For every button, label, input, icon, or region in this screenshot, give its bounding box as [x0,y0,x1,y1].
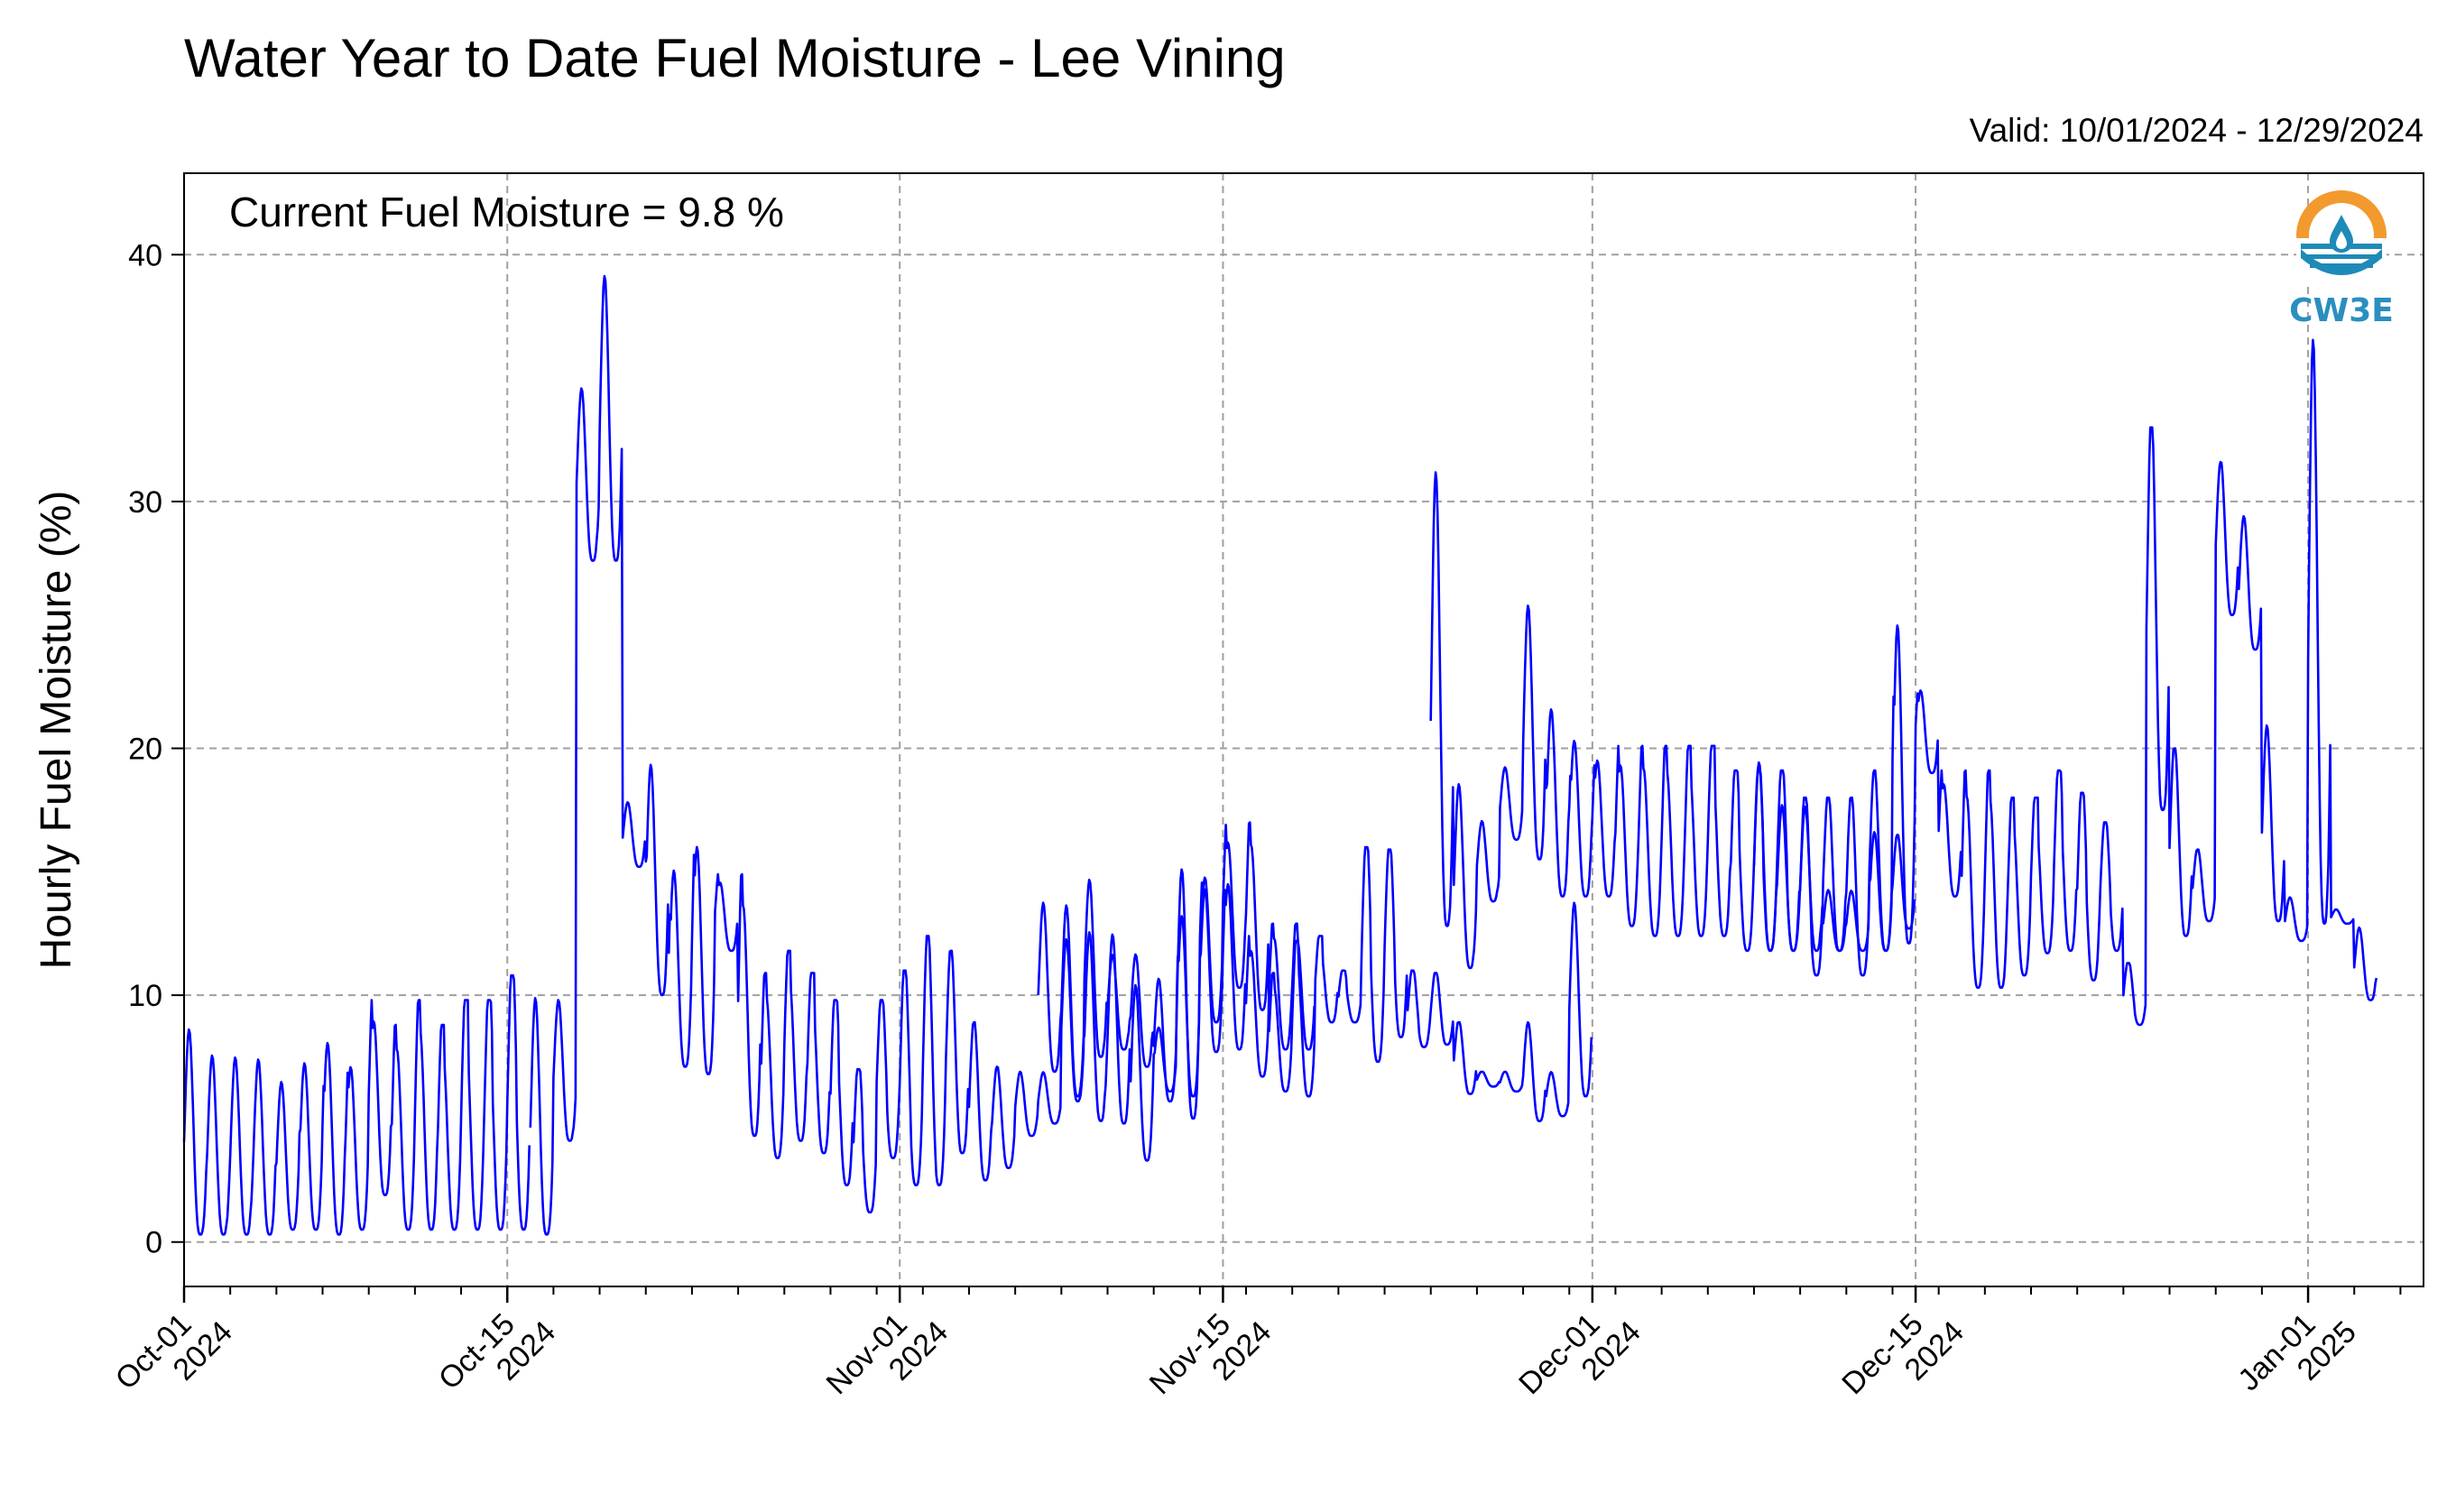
cw3e-logo: CW3E [2274,186,2409,330]
y-tick-label: 20 [128,733,162,767]
x-tick-label: Dec-012024 [1512,1290,1648,1425]
current-fuel-moisture: Current Fuel Moisture = 9.8 % [229,189,784,235]
chart-title: Water Year to Date Fuel Moisture - Lee V… [184,28,1286,88]
fuel-moisture-line-segment [1752,338,2378,1027]
grid-lines [183,173,2424,1286]
y-axis-label: Hourly Fuel Moisture (%) [32,491,80,970]
fuel-moisture-line-segment [1037,821,1593,1162]
x-tick-label: Oct-012024 [109,1290,239,1420]
valid-date-range: Valid: 10/01/2024 - 12/29/2024 [1969,112,2424,149]
axes: 0 10 20 30 40 Oct-012024 Oct-152024 Nov-012024 N… [109,238,2402,1425]
x-tick-label: Nov-152024 [1143,1290,1279,1425]
cw3e-logo-text: CW3E [2289,292,2394,329]
fuel-moisture-line-segment [1429,471,1916,977]
plot-frame [183,172,2424,1287]
y-tick-label: 30 [128,485,162,520]
x-tick-label: Nov-012024 [819,1290,955,1425]
x-tick-label: Dec-152024 [1835,1290,1971,1425]
fuel-moisture-line-segment [529,274,1316,1236]
y-tick-label: 40 [128,238,162,272]
fuel-moisture-line-segment [182,973,531,1236]
cw3e-logo-icon [2296,190,2387,285]
y-tick-label: 10 [128,979,162,1013]
x-tick-label: Jan-012025 [2231,1290,2363,1422]
y-tick-label: 0 [145,1226,162,1260]
x-tick-label: Oct-152024 [432,1290,562,1420]
series-layer [182,274,2378,1236]
